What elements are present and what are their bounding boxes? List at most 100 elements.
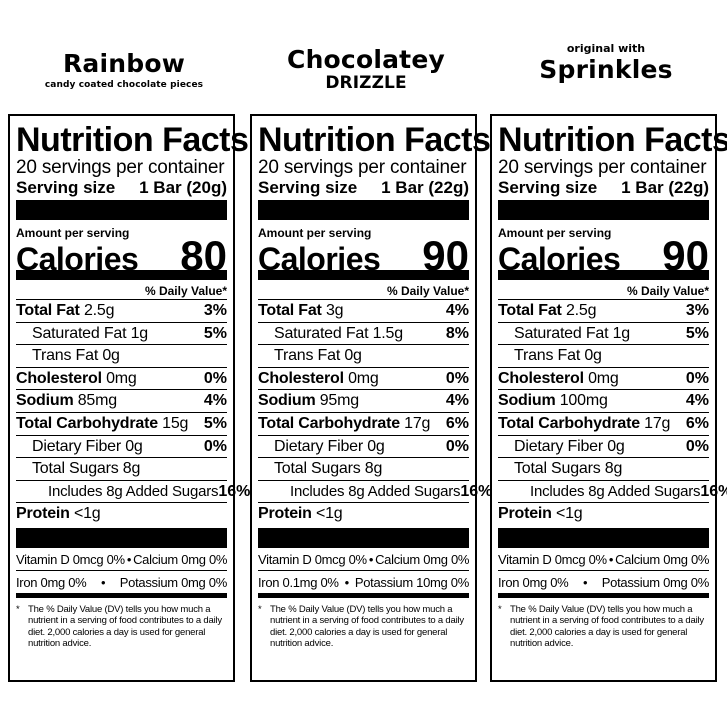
nutrient-dv: 6% xyxy=(445,414,469,432)
nutrient-dv: 4% xyxy=(685,392,709,410)
nutrition-facts-label: Nutrition Facts 20 servings per containe… xyxy=(8,114,250,682)
row-cholesterol: Cholesterol 0mg 0% xyxy=(16,368,227,391)
row-protein: Protein <1g xyxy=(498,503,709,526)
calories-row: Calories 90 xyxy=(258,235,469,280)
nutrient-amount: 0g xyxy=(102,347,120,365)
nutrient-name: Trans Fat xyxy=(514,347,581,365)
row-total-sugars: Total Sugars 8g xyxy=(498,458,709,481)
row-sodium: Sodium 100mg 4% xyxy=(498,390,709,413)
row-dietary-fiber: Dietary Fiber 0g 0% xyxy=(258,436,469,459)
nutrient-name: Sodium xyxy=(16,392,74,410)
nutrient-name: Total Fat xyxy=(498,302,562,319)
nutrient-amount: 2.5g xyxy=(565,302,597,319)
nutrition-facts-label: Nutrition Facts 20 servings per containe… xyxy=(250,114,492,682)
amount-per-serving: Amount per serving xyxy=(16,226,130,240)
serving-size-label: Serving size xyxy=(498,178,598,197)
calories-row: Calories 80 xyxy=(16,232,227,280)
row-total-fat: Total Fat 2.5g 3% xyxy=(498,300,709,323)
nutrient-name: Cholesterol xyxy=(498,369,584,387)
footnote: * The % Daily Value (DV) tells you how m… xyxy=(258,598,469,650)
nutrient-dv: 16% xyxy=(218,482,251,500)
nutrient-name: Total Carbohydrate xyxy=(16,414,158,432)
daily-value-header: % Daily Value* xyxy=(258,280,469,300)
vitamin-row-1: Vitamin D 0mcg 0% • Calcium 0mg 0% xyxy=(498,548,709,571)
calories-row: Calories 90 xyxy=(498,232,709,280)
asterisk: * xyxy=(258,603,262,615)
nutrient-amount: 0g xyxy=(125,437,143,455)
footnote: * The % Daily Value (DV) tells you how m… xyxy=(498,598,709,650)
row-saturated-fat: Saturated Fat 1g 5% xyxy=(498,323,709,346)
nutrient-amount: <1g xyxy=(555,505,583,523)
nutrient-amount: 1.5g xyxy=(372,324,404,342)
row-total-carbohydrate: Total Carbohydrate 15g 5% xyxy=(16,413,227,436)
row-total-fat: Total Fat 2.5g 3% xyxy=(16,300,227,323)
nutrient-name: Cholesterol xyxy=(16,369,102,387)
nutrient-amount: 95mg xyxy=(319,392,359,410)
nutrient-dv: 6% xyxy=(685,414,709,432)
nutrient-name: Total Sugars xyxy=(514,460,601,478)
nutrient-name: Sodium xyxy=(498,392,556,410)
servings-per-container: 20 servings per container xyxy=(258,157,467,178)
nutrient-amount: <1g xyxy=(73,505,101,523)
nutrient-name: Protein xyxy=(258,505,312,523)
servings-per-container: 20 servings per container xyxy=(498,157,707,178)
row-total-carbohydrate: Total Carbohydrate 17g 6% xyxy=(258,413,469,436)
bullet: • xyxy=(100,574,106,590)
footnote-text: The % Daily Value (DV) tells you how muc… xyxy=(270,603,464,650)
nutrient-name: Dietary Fiber xyxy=(32,437,121,455)
nutrient-name: Total Sugars xyxy=(274,460,361,478)
potassium: Potassium 10mg 0% xyxy=(354,574,469,590)
footnote: * The % Daily Value (DV) tells you how m… xyxy=(16,598,227,650)
nutrition-facts-label: Nutrition Facts 20 servings per containe… xyxy=(490,114,727,682)
nutrient-dv: 0% xyxy=(445,369,469,387)
nutrient-amount: 100mg xyxy=(559,392,608,410)
row-total-carbohydrate: Total Carbohydrate 17g 6% xyxy=(498,413,709,436)
bullet: • xyxy=(582,574,588,590)
row-total-sugars: Total Sugars 8g xyxy=(16,458,227,481)
thick-divider xyxy=(258,527,469,548)
nutrient-name: Dietary Fiber xyxy=(514,437,603,455)
calcium: Calcium 0mg 0% xyxy=(133,551,228,567)
nutrient-name: Protein xyxy=(16,505,70,523)
calories-label: Calories xyxy=(498,241,621,277)
nutrient-name: Saturated Fat xyxy=(32,324,127,342)
nutrient-dv: 0% xyxy=(685,437,709,455)
row-sodium: Sodium 85mg 4% xyxy=(16,390,227,413)
thick-divider xyxy=(16,527,227,548)
nutrient-name: Saturated Fat xyxy=(514,324,609,342)
product-name: Sprinkles xyxy=(539,55,673,84)
vitamin-row-2: Iron 0mg 0% • Potassium 0mg 0% xyxy=(498,571,709,598)
nutrient-amount: 0g xyxy=(367,437,385,455)
nutrient-amount: 17g xyxy=(644,414,671,432)
serving-size-value: 1 Bar (22g) xyxy=(381,178,469,197)
nutrient-name: Total Fat xyxy=(16,302,80,319)
nutrient-name: Sodium xyxy=(258,392,316,410)
nutrient-amount: 8g xyxy=(364,460,383,478)
calories-value: 80 xyxy=(180,232,227,279)
nutrient-name: Trans Fat xyxy=(32,347,99,365)
nutrient-amount: 0mg xyxy=(588,369,619,387)
nutrient-amount: 1g xyxy=(612,324,631,342)
calories-value: 90 xyxy=(662,232,709,279)
nutrient-name: Trans Fat xyxy=(274,347,341,365)
product-header: Rainbow candy coated chocolate pieces xyxy=(8,50,240,120)
bullet: • xyxy=(126,551,132,567)
nutrient-amount: 85mg xyxy=(77,392,117,410)
nutrient-amount: 15g xyxy=(162,414,189,432)
vitamin-d: Vitamin D 0mcg 0% xyxy=(258,551,367,567)
vitamin-row-2: Iron 0.1mg 0% • Potassium 10mg 0% xyxy=(258,571,469,598)
row-saturated-fat: Saturated Fat 1.5g 8% xyxy=(258,323,469,346)
nutrient-amount: 0mg xyxy=(348,369,379,387)
footnote-text: The % Daily Value (DV) tells you how muc… xyxy=(510,603,704,650)
nutrient-dv: 4% xyxy=(445,302,469,319)
row-trans-fat: Trans Fat 0g xyxy=(16,345,227,368)
row-protein: Protein <1g xyxy=(16,503,227,526)
nutrient-dv: 8% xyxy=(445,324,469,342)
row-dietary-fiber: Dietary Fiber 0g 0% xyxy=(498,436,709,459)
amount-per-serving: Amount per serving xyxy=(258,226,372,240)
nutrient-name: Includes 8g Added Sugars xyxy=(290,482,461,500)
serving-size-label: Serving size xyxy=(16,178,116,197)
product-name: Chocolatey xyxy=(287,45,445,74)
potassium: Potassium 0mg 0% xyxy=(119,574,228,590)
